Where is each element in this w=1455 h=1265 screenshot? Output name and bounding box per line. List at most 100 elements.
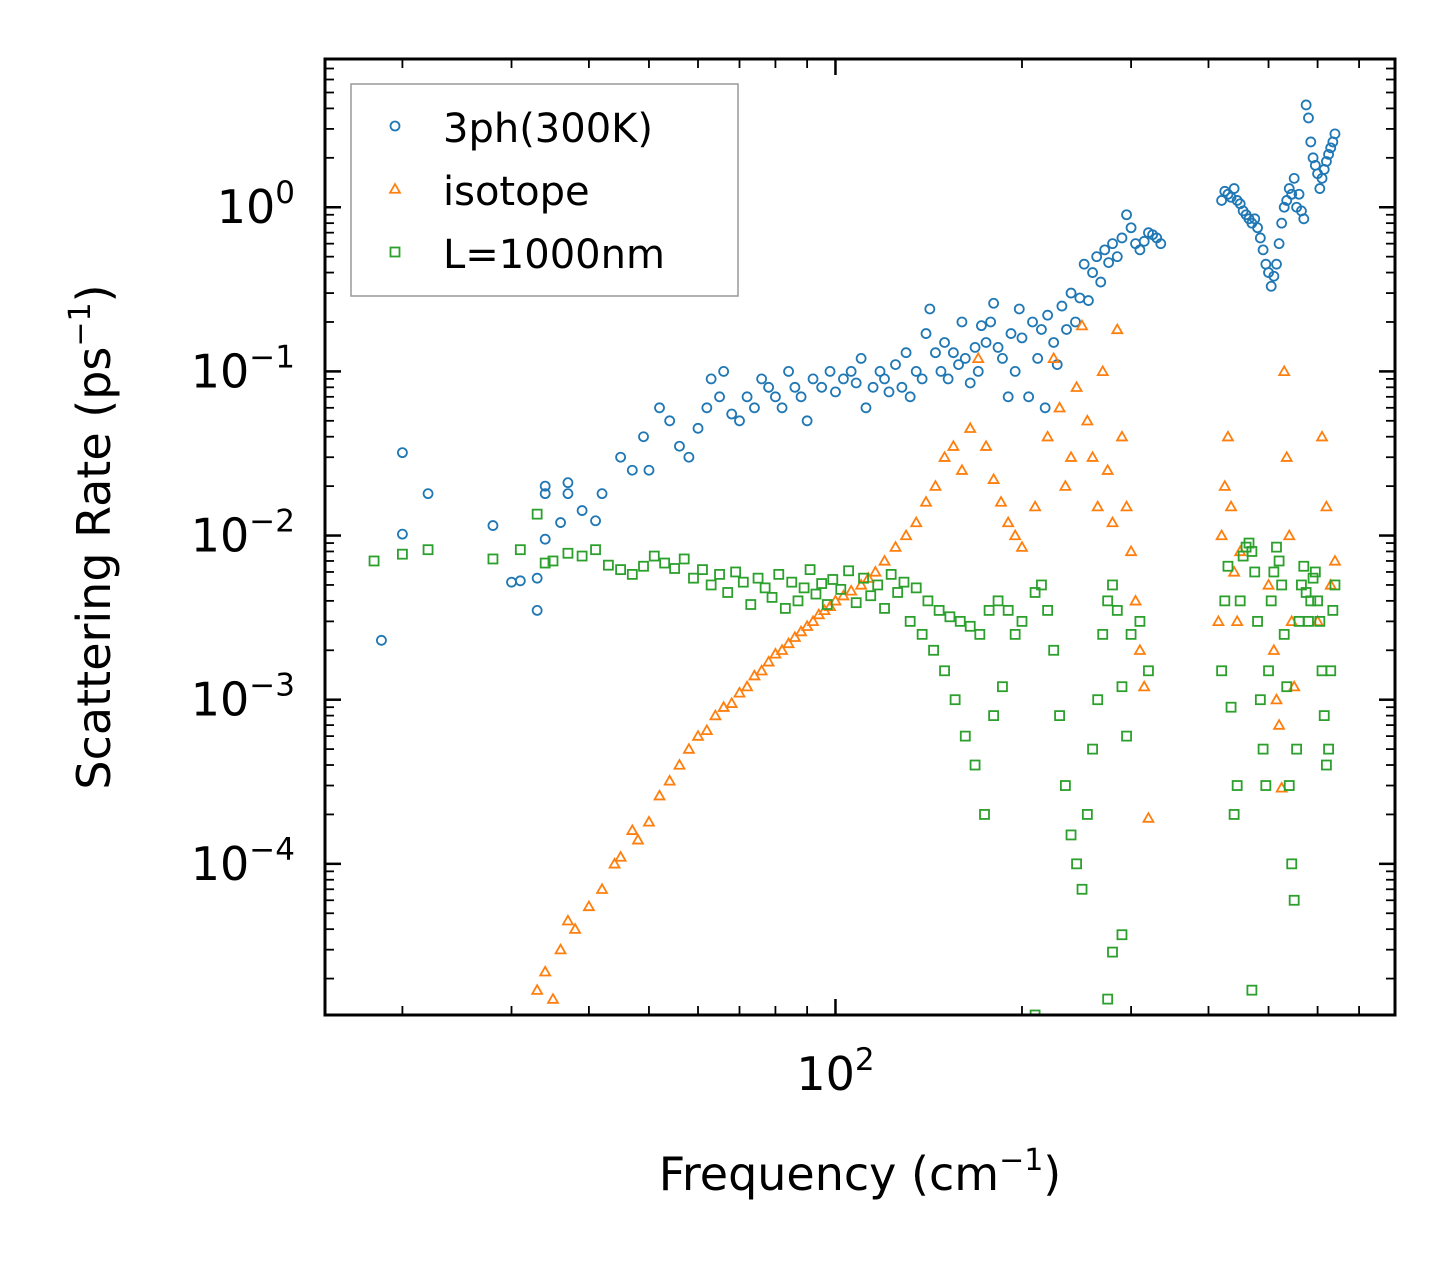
data-point	[1224, 499, 1238, 512]
data-point	[1110, 322, 1124, 335]
data-point	[1120, 499, 1134, 512]
data-point	[1059, 780, 1071, 791]
y-tick-label: 10−3	[191, 668, 295, 727]
data-point	[900, 347, 912, 359]
y-tick-label: 10−2	[191, 504, 295, 563]
data-point	[1053, 401, 1067, 413]
data-point	[775, 643, 789, 655]
data-point	[546, 992, 560, 1004]
data-point	[576, 550, 588, 562]
data-point	[1106, 515, 1120, 528]
data-point	[1065, 829, 1077, 841]
data-point	[538, 965, 552, 977]
data-point	[1329, 128, 1341, 140]
data-point	[1228, 183, 1240, 194]
data-point	[1216, 195, 1228, 206]
data-point	[804, 564, 816, 576]
data-point	[872, 579, 884, 591]
data-point	[734, 415, 745, 427]
data-point	[1221, 429, 1235, 442]
data-point	[531, 604, 543, 616]
data-point	[1083, 295, 1094, 306]
data-point	[1323, 743, 1334, 755]
data-point	[878, 554, 892, 566]
data-point	[691, 729, 705, 741]
data-point	[994, 495, 1008, 507]
data-point	[582, 899, 596, 912]
data-point	[810, 588, 822, 600]
data-point	[487, 553, 499, 565]
data-point	[397, 548, 408, 560]
data-point	[631, 833, 645, 845]
data-point	[885, 568, 897, 580]
data-point	[722, 587, 734, 598]
data-point	[1107, 946, 1118, 958]
data-point	[953, 359, 964, 370]
data-point	[1265, 595, 1277, 607]
data-point	[916, 628, 928, 640]
data-point	[682, 742, 696, 754]
data-point	[971, 351, 985, 364]
data-point	[904, 391, 916, 403]
data-point	[854, 578, 868, 590]
data-point	[539, 533, 551, 545]
data-point	[596, 488, 608, 500]
data-point	[1064, 450, 1078, 462]
data-point	[935, 365, 947, 377]
data-point	[924, 303, 936, 315]
data-point	[1257, 743, 1269, 755]
data-point	[988, 710, 1000, 722]
data-point	[959, 730, 971, 742]
data-point	[1005, 328, 1017, 339]
data-point	[763, 381, 775, 393]
data-point	[1056, 300, 1068, 312]
data-point	[642, 815, 656, 827]
data-point	[807, 373, 819, 385]
data-point	[1280, 450, 1294, 462]
data-point	[1107, 238, 1118, 250]
data-point	[530, 983, 544, 995]
data-point	[1042, 604, 1054, 616]
y-tick-label: 100	[217, 175, 295, 234]
data-point	[759, 582, 771, 594]
data-point	[1325, 142, 1337, 154]
legend-entry: L=1000nm	[389, 232, 665, 278]
data-point	[975, 320, 987, 332]
data-point	[1278, 628, 1290, 640]
data-point	[954, 615, 966, 627]
data-point	[1276, 217, 1288, 229]
data-point	[972, 365, 984, 377]
data-point	[1133, 643, 1147, 655]
data-point	[1061, 324, 1072, 335]
data-point	[910, 365, 922, 377]
data-point	[1086, 450, 1100, 462]
data-point	[692, 422, 704, 434]
data-point	[843, 565, 854, 577]
data-point	[898, 576, 910, 588]
data-point	[1269, 692, 1283, 705]
data-point	[1076, 883, 1088, 895]
data-point	[1321, 759, 1332, 771]
data-point	[883, 386, 895, 398]
data-point	[892, 587, 904, 598]
data-point	[1307, 572, 1319, 584]
data-point	[1327, 604, 1339, 616]
data-point	[756, 373, 768, 385]
legend: 3ph(300K) isotope L=1000nm	[350, 83, 739, 297]
data-point	[1305, 136, 1317, 148]
data-point	[678, 553, 690, 565]
data-point	[1048, 337, 1060, 348]
data-point	[821, 599, 833, 610]
data-point	[942, 373, 954, 385]
legend-label: L=1000nm	[443, 232, 665, 278]
data-point	[939, 665, 950, 677]
data-point	[595, 882, 609, 894]
data-point	[755, 664, 769, 676]
data-point	[1312, 595, 1323, 607]
data-point	[850, 377, 862, 389]
data-point	[669, 563, 681, 574]
data-point	[1222, 560, 1234, 572]
data-point	[1042, 309, 1054, 321]
data-point	[1260, 780, 1272, 791]
data-point	[1283, 780, 1295, 791]
